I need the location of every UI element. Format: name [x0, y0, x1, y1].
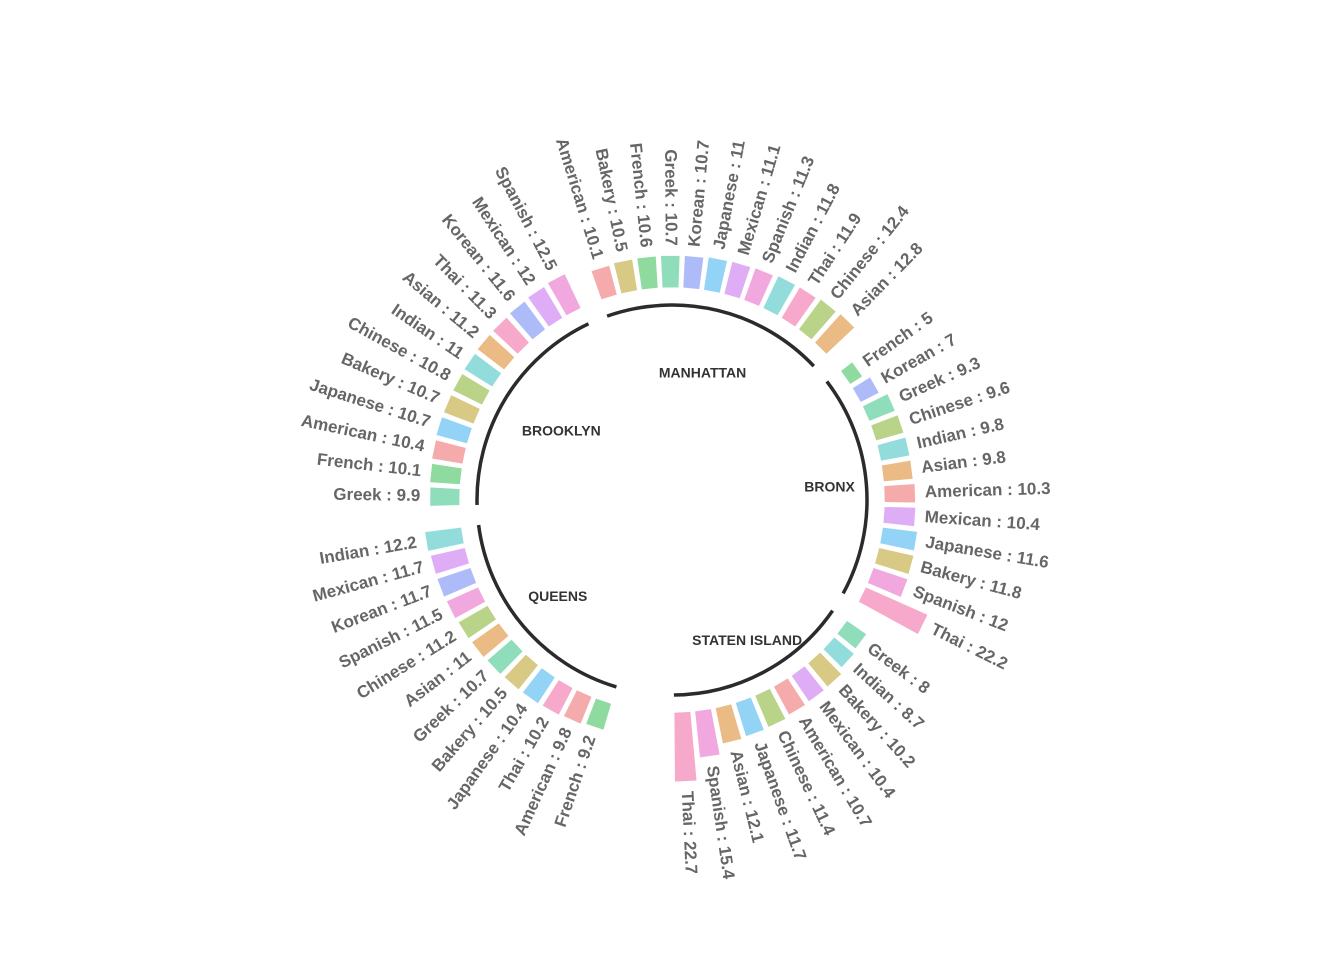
bar-bronx-spanish	[865, 566, 910, 599]
bar-bronx-korean	[850, 375, 881, 404]
bar-manhattan-asian	[812, 312, 857, 356]
bar-manhattan-french	[635, 254, 660, 292]
bar-brooklyn-french	[428, 462, 464, 486]
group-arc	[606, 303, 816, 368]
bar-brooklyn-indian	[462, 351, 504, 389]
bar-staten-island-thai	[672, 710, 699, 784]
bar-bronx-asian	[880, 458, 915, 483]
bar-manhattan-spanish	[742, 266, 775, 308]
bar-staten-island-chinese	[753, 686, 788, 729]
bar-label: French : 10.6	[626, 142, 656, 248]
bar-queens-mexican	[429, 546, 471, 576]
bar-label: American : 10.3	[925, 479, 1051, 502]
bar-manhattan-thai	[779, 285, 818, 329]
bar-queens-indian	[423, 525, 466, 553]
bar-queens-greek	[485, 637, 525, 677]
group-arc	[476, 524, 617, 689]
bar-staten-island-spanish	[693, 707, 722, 760]
bar-bronx-japanese	[878, 525, 919, 553]
bar-staten-island-mexican	[789, 664, 826, 704]
bar-bronx-mexican	[881, 505, 917, 528]
bar-brooklyn-spanish	[545, 272, 583, 318]
group-arc	[825, 380, 869, 595]
bar-manhattan-japanese	[702, 255, 729, 295]
bar-bronx-chinese	[869, 413, 906, 443]
bar-brooklyn-japanese	[434, 415, 474, 446]
bar-brooklyn-greek	[428, 485, 462, 508]
bar-staten-island-japanese	[733, 695, 766, 739]
bar-queens-bakery	[502, 652, 541, 692]
bar-manhattan-chinese	[796, 297, 838, 342]
bar-staten-island-american	[771, 676, 808, 717]
bar-manhattan-korean	[681, 254, 706, 291]
bar-staten-island-bakery	[806, 650, 844, 689]
bar-queens-asian	[469, 621, 511, 660]
bar-label: Greek : 10.7	[661, 149, 681, 246]
bar-label: Asian : 9.8	[920, 447, 1007, 477]
bar-bronx-bakery	[873, 546, 916, 576]
bar-queens-american	[561, 688, 594, 726]
bar-brooklyn-chinese	[451, 371, 492, 407]
bar-label: Thai : 22.7	[678, 791, 701, 875]
bar-staten-island-asian	[713, 702, 744, 746]
group-arc	[475, 322, 590, 505]
bar-manhattan-american	[589, 263, 619, 302]
bar-manhattan-greek	[659, 254, 682, 289]
bar-queens-spanish	[444, 585, 488, 621]
bar-brooklyn-american	[430, 438, 468, 466]
bar-label: Spanish : 15.4	[703, 764, 739, 880]
bar-brooklyn-asian	[475, 332, 517, 372]
bar-manhattan-bakery	[612, 257, 639, 296]
bar-bronx-thai	[856, 585, 930, 637]
bar-bronx-american	[882, 482, 917, 504]
group-label: BRONX	[804, 479, 855, 495]
bar-label: Greek : 9.9	[333, 485, 420, 505]
bar-label: Mexican : 10.4	[924, 507, 1041, 534]
bar-brooklyn-thai	[490, 315, 532, 356]
bar-manhattan-indian	[761, 274, 798, 318]
bar-label: Korean : 10.7	[685, 140, 714, 248]
bar-queens-chinese	[456, 603, 498, 641]
bar-label: French : 10.1	[316, 450, 422, 481]
bar-brooklyn-mexican	[526, 284, 565, 329]
bar-bronx-greek	[860, 392, 897, 423]
group-arc	[673, 609, 835, 697]
group-label: BROOKLYN	[522, 423, 601, 439]
bar-bronx-french	[839, 360, 865, 387]
bar-brooklyn-bakery	[441, 393, 482, 426]
bar-staten-island-greek	[835, 618, 869, 651]
bar-queens-japanese	[520, 666, 557, 706]
group-label: MANHATTAN	[659, 364, 746, 380]
bar-bronx-indian	[875, 435, 912, 463]
bar-queens-french	[584, 696, 613, 732]
bar-manhattan-mexican	[722, 260, 753, 301]
bar-queens-thai	[540, 678, 575, 717]
bar-queens-korean	[435, 566, 479, 599]
bar-brooklyn-korean	[507, 299, 548, 342]
group-label: QUEENS	[528, 588, 587, 604]
group-label: STATEN ISLAND	[692, 632, 802, 648]
bar-staten-island-indian	[821, 635, 857, 670]
